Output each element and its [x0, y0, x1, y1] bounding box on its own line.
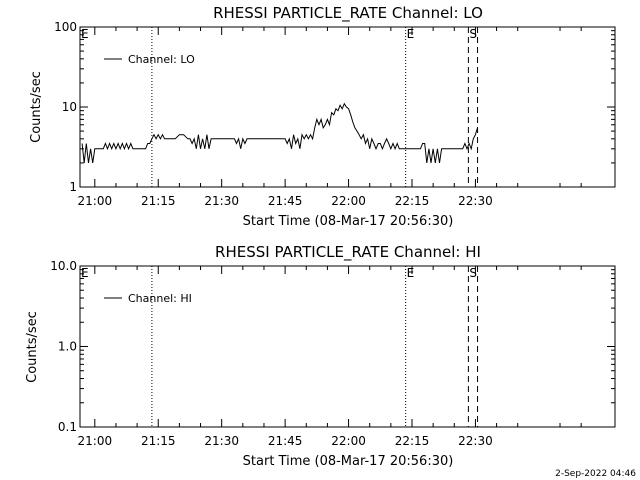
x-tick-label: 22:15 [395, 434, 430, 448]
y-tick-label: 10 [62, 100, 77, 114]
series-layer [81, 102, 478, 163]
x-tick-label: 22:00 [331, 434, 366, 448]
event-marker-label: S [469, 266, 477, 280]
x-tick-label: 21:45 [268, 194, 303, 208]
event-marker-label: E [81, 27, 89, 41]
x-tick-label: 21:00 [78, 434, 113, 448]
generation-timestamp: 2-Sep-2022 04:46 [555, 469, 636, 479]
y-tick-label: 1 [69, 180, 77, 194]
x-axis: 21:00 21:15 21:30 21:45 22:00 22:15 22:30 [78, 266, 582, 448]
event-marker-label: E [81, 266, 89, 280]
y-tick-label: 100 [54, 20, 77, 34]
x-tick-label: 21:30 [204, 434, 239, 448]
y-axis: 1 10 100 [54, 20, 615, 194]
y-axis: 0.1 1.0 10.0 [50, 259, 615, 434]
panel-title: RHESSI PARTICLE_RATE Channel: LO [213, 4, 483, 23]
panel-title: RHESSI PARTICLE_RATE Channel: HI [215, 243, 481, 262]
y-axis-label: Counts/sec [29, 71, 44, 143]
x-axis-label: Start Time (08-Mar-17 20:56:30) [243, 214, 454, 229]
y-tick-label: 0.1 [58, 420, 77, 434]
x-tick-label: 21:30 [204, 194, 239, 208]
x-tick-label: 21:45 [268, 434, 303, 448]
x-tick-label: 22:30 [458, 434, 493, 448]
event-marker-label: E [407, 27, 415, 41]
legend-label: Channel: LO [128, 53, 195, 66]
x-tick-label: 21:15 [141, 194, 176, 208]
x-tick-label: 22:00 [331, 194, 366, 208]
panel-lo: RHESSI PARTICLE_RATE Channel: LO 21:00 21… [29, 4, 616, 229]
x-tick-label: 21:15 [141, 434, 176, 448]
series-line [81, 102, 478, 163]
x-tick-label: 22:30 [458, 194, 493, 208]
y-tick-label: 10.0 [50, 259, 77, 273]
event-marker-label: S [469, 27, 477, 41]
panel-hi: RHESSI PARTICLE_RATE Channel: HI 21:00 21… [25, 243, 616, 469]
legend-label: Channel: HI [128, 292, 192, 305]
x-tick-label: 22:15 [395, 194, 430, 208]
y-tick-label: 1.0 [58, 340, 77, 354]
y-axis-label: Counts/sec [25, 311, 40, 383]
x-tick-label: 21:00 [78, 194, 113, 208]
event-marker-label: E [407, 266, 415, 280]
x-axis: 21:00 21:15 21:30 21:45 22:00 22:15 22:30 [78, 27, 582, 208]
x-axis-label: Start Time (08-Mar-17 20:56:30) [243, 454, 454, 469]
